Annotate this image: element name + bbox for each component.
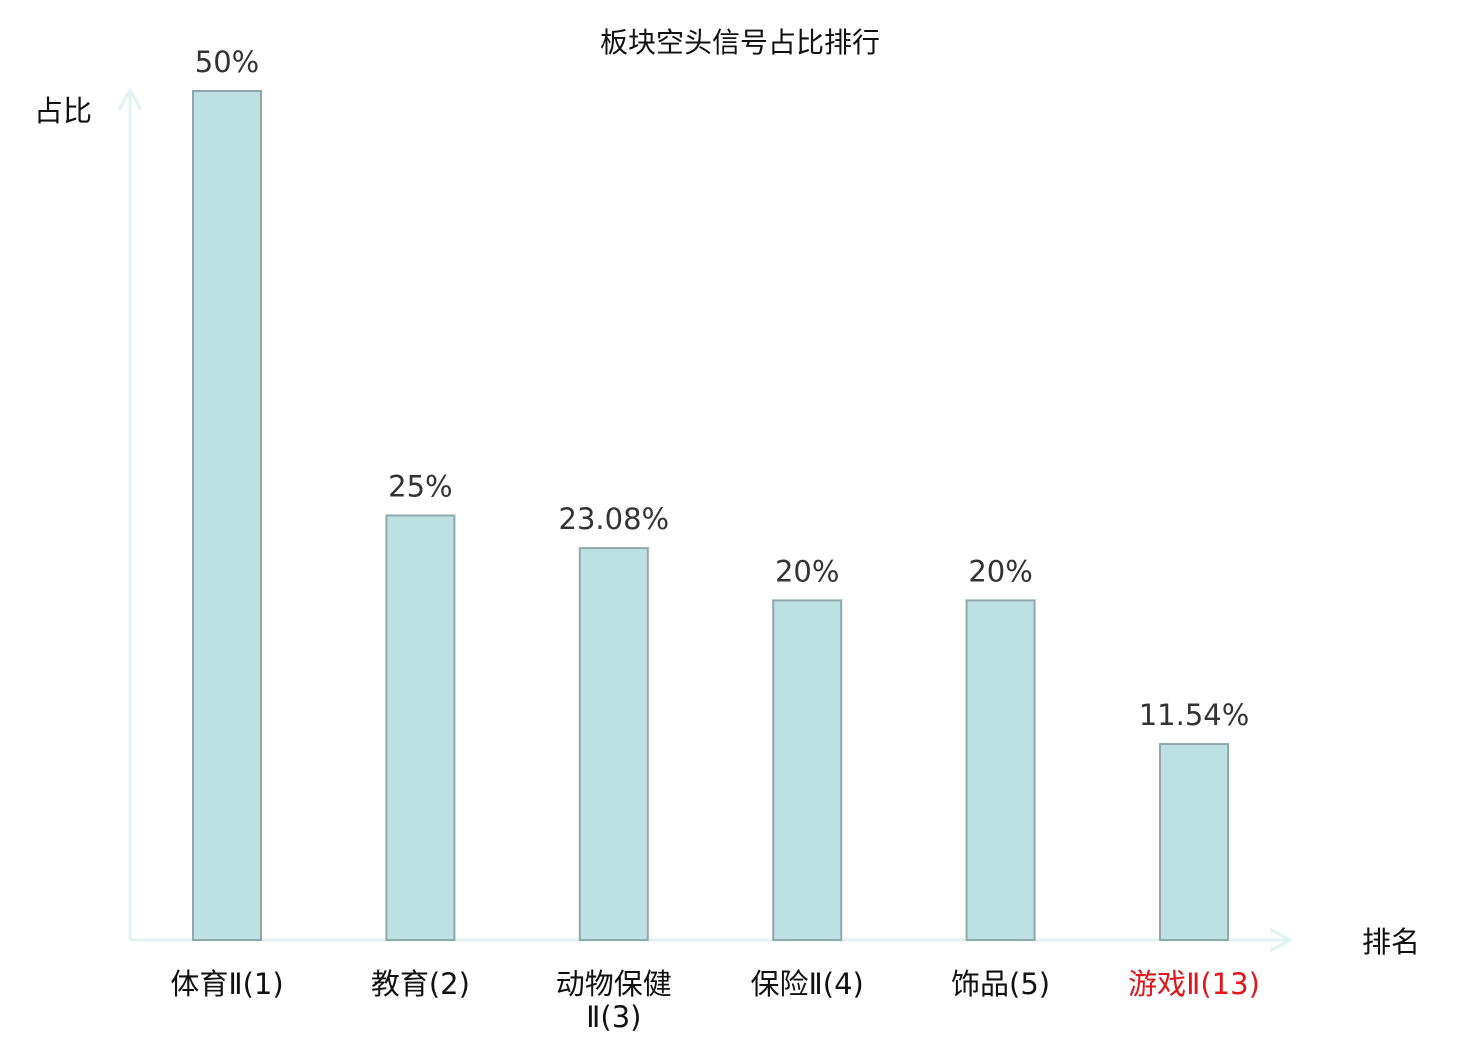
bar xyxy=(965,599,1036,942)
value-label: 50% xyxy=(195,45,259,79)
value-label: 11.54% xyxy=(1139,698,1250,732)
value-labels: 50% 25% 23.08% 20% 20% 11.54% xyxy=(195,45,1250,732)
category-label: 动物保健 Ⅱ(3) xyxy=(556,967,672,1034)
bar xyxy=(192,90,262,941)
value-label: 23.08% xyxy=(559,502,670,536)
x-axis-arrow xyxy=(1269,927,1294,953)
bar xyxy=(1159,743,1229,941)
bars xyxy=(192,90,1229,942)
category-label-line: 游戏Ⅱ(13) xyxy=(1128,967,1260,1001)
category-label-line: 动物保健 xyxy=(556,967,672,1001)
y-axis-title: 占比 xyxy=(34,94,92,128)
value-label: 25% xyxy=(388,470,452,504)
category-label: 教育(2) xyxy=(371,967,470,1001)
bar xyxy=(772,599,843,942)
value-label: 20% xyxy=(775,554,839,588)
category-label: 体育Ⅱ(1) xyxy=(170,967,283,1001)
y-axis-arrow xyxy=(117,86,143,111)
category-label: 保险Ⅱ(4) xyxy=(751,967,864,1001)
category-label-line: Ⅱ(3) xyxy=(586,1000,641,1034)
category-label-line: 保险Ⅱ(4) xyxy=(751,967,864,1001)
value-label: 20% xyxy=(968,554,1032,588)
category-label-line: 饰品(5) xyxy=(951,967,1050,1001)
category-label-line: 教育(2) xyxy=(371,967,470,1001)
category-label: 游戏Ⅱ(13) xyxy=(1128,967,1260,1001)
category-label-line: 体育Ⅱ(1) xyxy=(170,967,283,1001)
category-labels: 体育Ⅱ(1) 教育(2) 动物保健 Ⅱ(3) 保险Ⅱ(4) 饰品(5) 游戏Ⅱ(13) xyxy=(170,967,1260,1034)
bar xyxy=(578,547,649,942)
x-axis-title: 排名 xyxy=(1362,925,1420,959)
chart-title: 板块空头信号占比排行 xyxy=(600,26,880,59)
bar xyxy=(385,514,456,941)
axes xyxy=(117,86,1294,953)
category-label: 饰品(5) xyxy=(951,967,1050,1001)
